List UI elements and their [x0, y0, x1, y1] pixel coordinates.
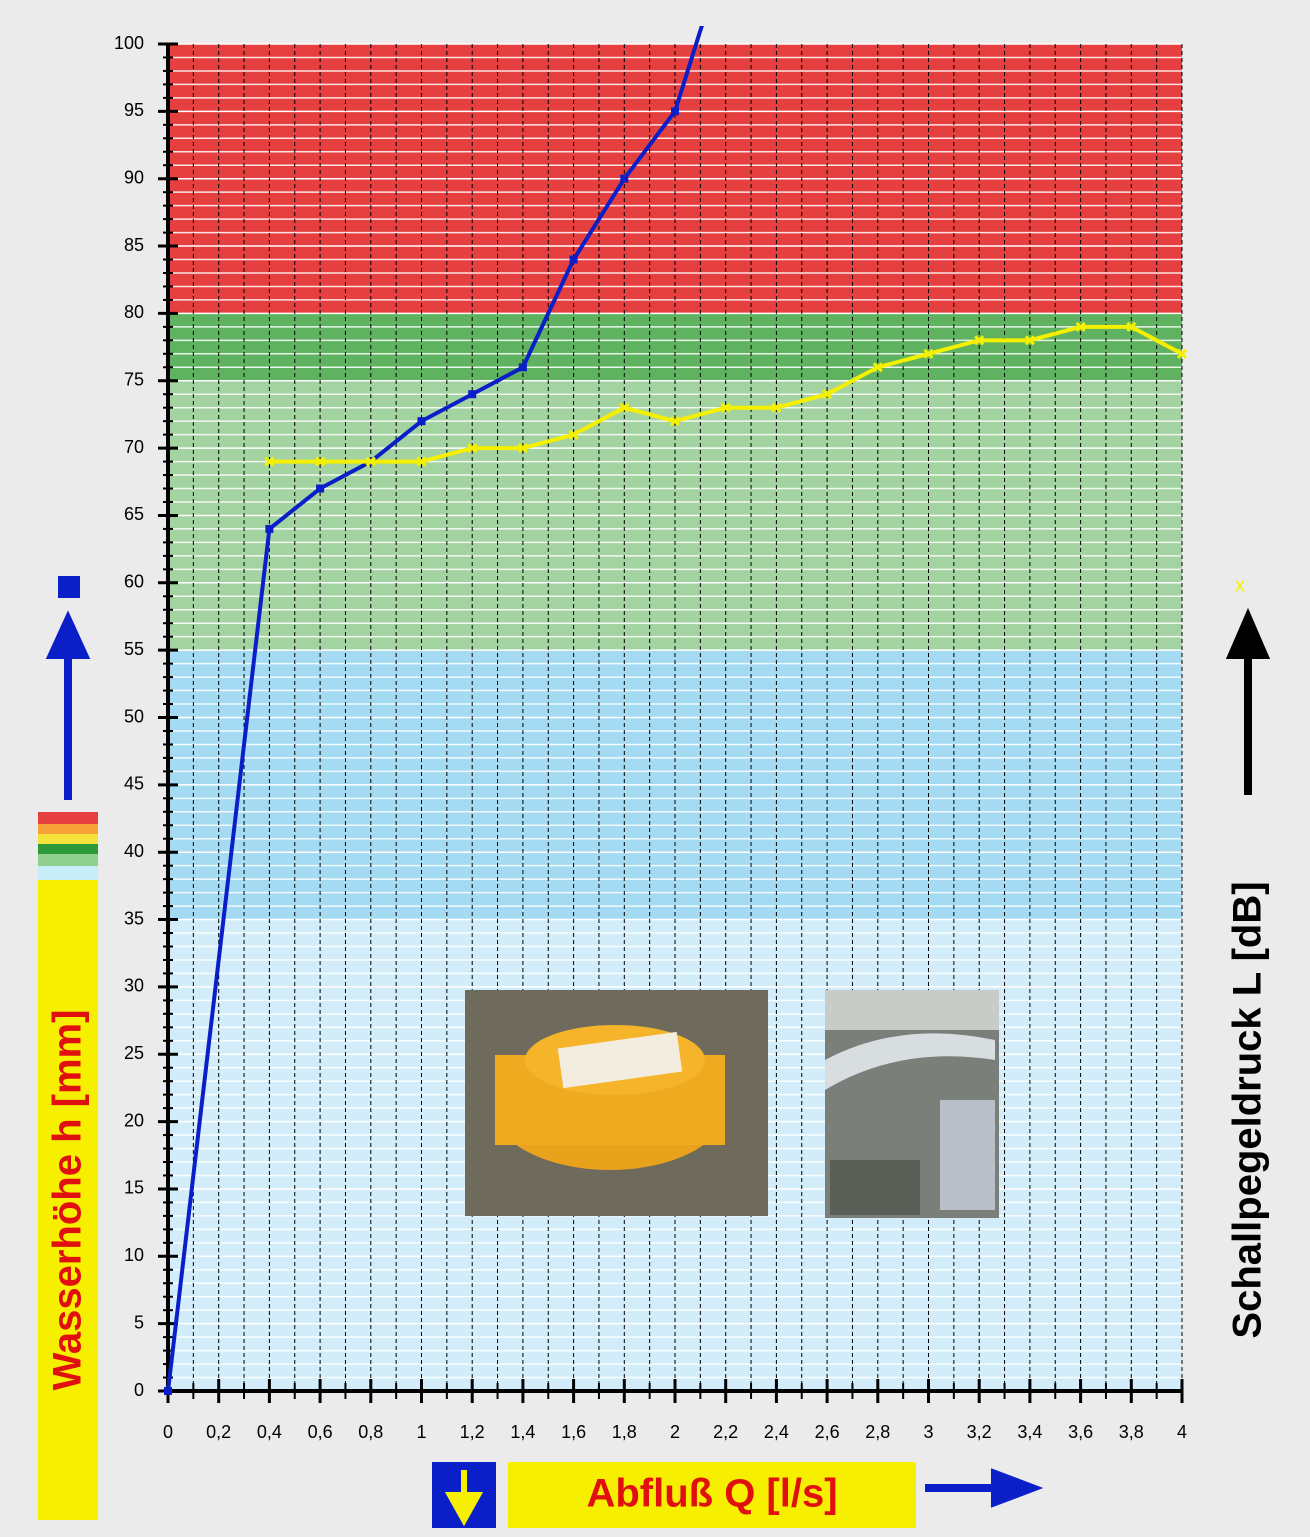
x-tick-label: 1,6	[561, 1422, 586, 1442]
y-tick-label: 95	[124, 100, 144, 120]
legend-marker: x	[1235, 574, 1245, 596]
marker	[620, 175, 628, 183]
x-tick-label: 0	[163, 1422, 173, 1442]
y-tick-label: 65	[124, 504, 144, 524]
x-tick-label: 0,8	[358, 1422, 383, 1442]
marker	[519, 363, 527, 371]
x-tick-label: 2,6	[815, 1422, 840, 1442]
marker	[265, 525, 273, 533]
y-tick-label: 40	[124, 841, 144, 861]
x-tick-label: 2,4	[764, 1422, 789, 1442]
y-tick-label: 10	[124, 1245, 144, 1265]
marker	[418, 417, 426, 425]
y-tick-label: 30	[124, 976, 144, 996]
x-tick-label: 1,4	[510, 1422, 535, 1442]
x-axis-label: Abfluß Q [l/s]	[586, 1472, 837, 1516]
arrow	[925, 1474, 1032, 1502]
x-tick-label: 2,8	[865, 1422, 890, 1442]
x-tick-label: 3	[923, 1422, 933, 1442]
y-tick-label: 45	[124, 774, 144, 794]
y-tick-label: 60	[124, 572, 144, 592]
y-tick-label: 5	[134, 1312, 144, 1332]
y-tick-label: 50	[124, 706, 144, 726]
x-tick-label: 1,2	[460, 1422, 485, 1442]
marker	[671, 107, 679, 115]
y-tick-label: 85	[124, 235, 144, 255]
photo	[465, 990, 768, 1216]
y-tick-label: 70	[124, 437, 144, 457]
x-tick-label: 0,4	[257, 1422, 282, 1442]
marker	[164, 1387, 172, 1395]
y2-axis-label: Schallpegeldruck L [dB]	[1226, 881, 1270, 1338]
x-tick-label: 3,6	[1068, 1422, 1093, 1442]
x-tick-label: 0,2	[206, 1422, 231, 1442]
x-tick-label: 3,4	[1017, 1422, 1042, 1442]
y-tick-label: 100	[114, 33, 144, 53]
y-tick-label: 75	[124, 370, 144, 390]
marker	[468, 390, 476, 398]
y-axis-label: Wasserhöhe h [mm]	[46, 1010, 90, 1391]
x-tick-label: 3,2	[967, 1422, 992, 1442]
chart: 0510152025303540455055606570758085909510…	[0, 0, 1310, 1537]
marker	[316, 485, 324, 493]
x-tick-label: 2	[670, 1422, 680, 1442]
x-tick-label: 4	[1177, 1422, 1187, 1442]
y-tick-label: 55	[124, 639, 144, 659]
y-tick-label: 35	[124, 908, 144, 928]
marker	[570, 256, 578, 264]
color-key	[38, 812, 98, 880]
y-tick-label: 15	[124, 1178, 144, 1198]
x-tick-label: 3,8	[1119, 1422, 1144, 1442]
arrow	[1232, 618, 1264, 795]
y-tick-label: 80	[124, 302, 144, 322]
x-tick-label: 0,6	[308, 1422, 333, 1442]
photo	[825, 990, 999, 1218]
y-tick-label: 25	[124, 1043, 144, 1063]
y-tick-label: 20	[124, 1110, 144, 1130]
x-tick-label: 1,8	[612, 1422, 637, 1442]
y-tick-label: 0	[134, 1380, 144, 1400]
y-tick-label: 90	[124, 167, 144, 187]
arrow	[52, 620, 84, 800]
legend-marker	[58, 576, 80, 598]
x-tick-label: 1	[416, 1422, 426, 1442]
x-tick-label: 2,2	[713, 1422, 738, 1442]
